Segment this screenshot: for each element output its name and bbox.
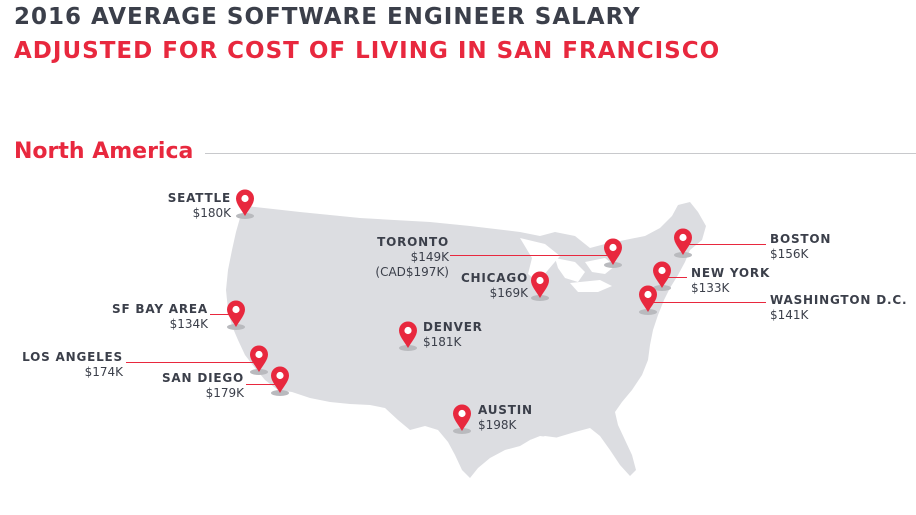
map-pin-icon[interactable] (235, 189, 255, 219)
city-salary: $174K (84, 365, 123, 379)
city-label-washington-dc: WASHINGTON D.C. $141K (770, 293, 907, 323)
leader-line-los-angeles (126, 362, 256, 363)
map-pin-icon[interactable] (603, 238, 623, 268)
city-salary-note: (CAD$197K) (375, 265, 449, 279)
city-name: DENVER (423, 320, 483, 334)
city-label-seattle: SEATTLE $180K (168, 191, 231, 221)
city-salary: $134K (169, 317, 208, 331)
city-name: TORONTO (377, 235, 449, 249)
leader-line-washington (652, 302, 766, 303)
city-salary: $133K (691, 281, 730, 295)
leader-line-san-diego (246, 384, 276, 385)
section-divider (205, 153, 916, 154)
city-salary: $141K (770, 308, 809, 322)
map-pin-icon[interactable] (270, 366, 290, 396)
city-salary: $180K (192, 206, 231, 220)
city-name: LOS ANGELES (22, 350, 123, 364)
city-label-austin: AUSTIN $198K (478, 403, 533, 433)
map-pin-icon[interactable] (673, 228, 693, 258)
city-salary: $179K (205, 386, 244, 400)
title-line-1: 2016 AVERAGE SOFTWARE ENGINEER SALARY (14, 4, 641, 30)
city-name: NEW YORK (691, 266, 771, 280)
title-line-2: ADJUSTED FOR COST OF LIVING IN SAN FRANC… (14, 38, 721, 64)
city-label-chicago: CHICAGO $169K (461, 271, 528, 301)
city-name: SAN DIEGO (161, 371, 244, 385)
city-salary: $169K (489, 286, 528, 300)
city-label-new-york: NEW YORK $133K (691, 266, 770, 296)
map-pin-icon[interactable] (249, 345, 269, 375)
city-salary: $149K (410, 250, 449, 264)
leader-line-toronto (450, 255, 612, 256)
city-name: SEATTLE (167, 191, 231, 205)
city-label-boston: BOSTON $156K (770, 232, 831, 262)
map-pin-icon[interactable] (226, 300, 246, 330)
city-name: CHICAGO (460, 271, 528, 285)
region-title: North America (14, 139, 194, 164)
city-name: BOSTON (770, 232, 832, 246)
city-label-san-diego: SAN DIEGO $179K (162, 371, 244, 401)
city-name: SF BAY AREA (112, 302, 208, 316)
city-label-los-angeles: LOS ANGELES $174K (22, 350, 123, 380)
leader-line-new-york (665, 277, 687, 278)
city-salary: $156K (770, 247, 809, 261)
city-label-denver: DENVER $181K (423, 320, 483, 350)
map-pin-icon[interactable] (398, 321, 418, 351)
map-pin-icon[interactable] (452, 404, 472, 434)
city-salary: $181K (423, 335, 462, 349)
map-pin-icon[interactable] (530, 271, 550, 301)
city-label-sf-bay-area: SF BAY AREA $134K (112, 302, 208, 332)
city-name: WASHINGTON D.C. (770, 293, 908, 307)
leader-line-boston (686, 244, 766, 245)
map-pin-icon[interactable] (638, 285, 658, 315)
city-label-toronto: TORONTO $149K (CAD$197K) (375, 235, 449, 280)
city-salary: $198K (478, 418, 517, 432)
city-name: AUSTIN (478, 403, 533, 417)
leader-line-sf-bay (210, 314, 234, 315)
